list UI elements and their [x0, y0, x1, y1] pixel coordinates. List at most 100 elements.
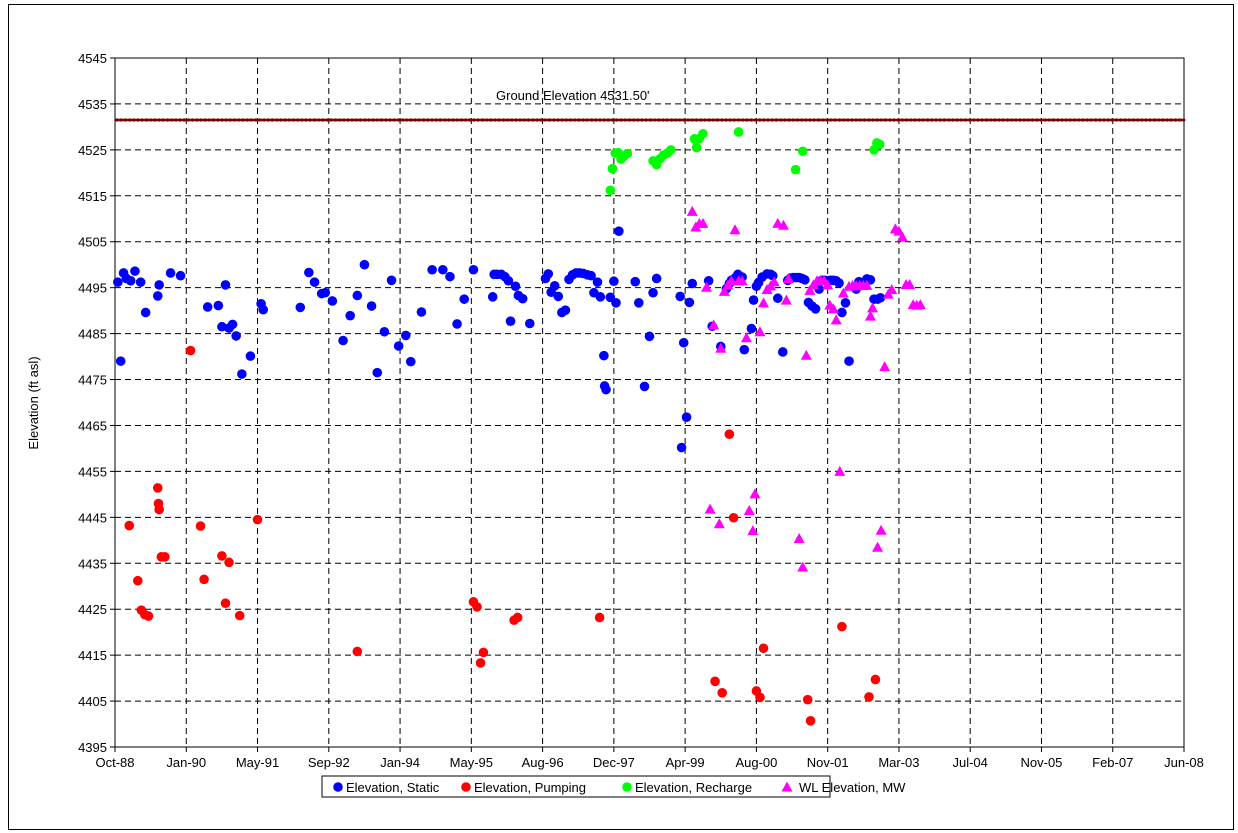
- ground-elevation-marker: [207, 118, 211, 122]
- elevation-static-point: [644, 331, 655, 342]
- elevation-recharge-point: [874, 139, 885, 150]
- ground-elevation-marker: [632, 118, 636, 122]
- ground-elevation-marker: [119, 118, 123, 122]
- ground-elevation-marker: [308, 118, 312, 122]
- ground-elevation-marker: [367, 118, 371, 122]
- ground-elevation-marker: [1001, 118, 1005, 122]
- ground-elevation-marker: [1157, 118, 1161, 122]
- ground-elevation-marker: [174, 118, 178, 122]
- ground-elevation-marker: [396, 118, 400, 122]
- ground-elevation-marker: [1098, 118, 1102, 122]
- elevation-pumping-point: [152, 483, 163, 493]
- legend-label-elevation-recharge: Elevation, Recharge: [635, 780, 752, 795]
- wl-elevation-mw-point: [704, 503, 716, 514]
- ground-elevation-marker: [640, 118, 644, 122]
- ground-elevation-marker: [795, 118, 800, 122]
- ground-elevation-marker: [325, 118, 329, 122]
- ground-elevation-marker: [195, 118, 199, 122]
- ground-elevation-marker: [447, 118, 451, 122]
- ground-elevation-marker: [573, 118, 577, 122]
- y-tick-label: 4435: [78, 556, 107, 571]
- elevation-pumping-point: [143, 611, 154, 621]
- elevation-static-point: [648, 287, 658, 298]
- ground-elevation-marker: [770, 118, 774, 122]
- ground-elevation-marker: [892, 118, 896, 122]
- ground-elevation-marker: [804, 118, 808, 122]
- ground-elevation-marker: [375, 118, 379, 122]
- ground-elevation-marker: [594, 118, 598, 122]
- ground-elevation-marker: [787, 118, 791, 122]
- x-tick-label: Mar-03: [878, 755, 919, 770]
- ground-elevation-marker: [737, 118, 741, 122]
- elevation-pumping-point: [805, 716, 816, 726]
- ground-elevation-marker: [405, 118, 409, 122]
- elevation-static-point: [366, 301, 377, 311]
- y-axis-title: Elevation (ft asl): [26, 356, 41, 449]
- elevation-static-point: [393, 341, 404, 351]
- elevation-static-point: [609, 276, 619, 287]
- elevation-static-point: [295, 302, 306, 313]
- ground-elevation-marker: [413, 118, 417, 122]
- elevation-static-point: [676, 442, 687, 453]
- ground-elevation-marker: [1102, 118, 1106, 122]
- ground-elevation-marker: [224, 118, 228, 122]
- wl-elevation-mw-point: [827, 303, 839, 314]
- x-tick-label: Jun-08: [1164, 755, 1204, 770]
- wl-elevation-mw-point: [777, 219, 789, 230]
- elevation-static-point: [630, 276, 641, 287]
- ground-elevation-marker: [1060, 118, 1064, 122]
- elevation-static-point: [405, 356, 416, 367]
- y-tick-label: 4485: [78, 327, 107, 342]
- ground-elevation-marker: [1169, 118, 1173, 122]
- x-tick-label: Dec-97: [593, 755, 635, 770]
- wl-elevation-mw-point: [904, 278, 916, 289]
- x-tick-label: Apr-99: [666, 755, 705, 770]
- ground-elevation-marker: [140, 118, 144, 122]
- ground-elevation-marker: [976, 118, 980, 122]
- ground-elevation-marker: [1094, 118, 1098, 122]
- ground-elevation-marker: [371, 118, 375, 122]
- ground-elevation-marker: [938, 118, 942, 122]
- ground-elevation-marker: [661, 118, 665, 122]
- ground-elevation-marker: [606, 118, 611, 122]
- ground-elevation-marker: [312, 118, 316, 122]
- ground-elevation-marker: [745, 118, 749, 122]
- ground-elevation-marker: [774, 118, 779, 122]
- wl-elevation-mw-point: [749, 488, 761, 499]
- ground-elevation-marker: [182, 118, 186, 122]
- plot-area: [114, 57, 1185, 748]
- elevation-static-point: [675, 291, 685, 302]
- elevation-static-point: [687, 278, 698, 289]
- ground-elevation-marker: [149, 118, 153, 122]
- ground-elevation-marker: [254, 118, 258, 122]
- ground-elevation-marker: [577, 118, 581, 122]
- ground-elevation-marker: [720, 118, 724, 122]
- ground-elevation-marker: [464, 118, 468, 122]
- ground-elevation-marker: [338, 118, 342, 122]
- legend-marker-elevation-recharge: [622, 782, 632, 792]
- elevation-static-point: [487, 292, 498, 302]
- ground-elevation-marker: [296, 118, 300, 122]
- ground-elevation-marker: [1043, 118, 1047, 122]
- ground-elevation-marker: [1173, 118, 1177, 122]
- ground-elevation-marker: [615, 118, 619, 122]
- elevation-pumping-point: [217, 551, 227, 561]
- ground-elevation-marker: [283, 118, 287, 122]
- elevation-static-point: [739, 344, 750, 355]
- ground-elevation-marker: [170, 118, 174, 122]
- ground-elevation-marker: [564, 118, 569, 122]
- ground-elevation-marker: [1140, 118, 1144, 122]
- elevation-static-point: [543, 269, 554, 279]
- gridlines: [110, 57, 1185, 752]
- elevation-recharge-point: [622, 148, 633, 159]
- elevation-static-point: [639, 381, 650, 392]
- ground-elevation-marker: [896, 118, 900, 122]
- ground-elevation-marker: [611, 118, 615, 122]
- ground-elevation-marker: [942, 118, 947, 122]
- ground-elevation-marker: [808, 118, 812, 122]
- ground-elevation-marker: [506, 118, 510, 122]
- ground-elevation-marker: [636, 118, 640, 122]
- elevation-static-point: [684, 297, 695, 308]
- ground-elevation-marker: [443, 118, 447, 122]
- elevation-static-point: [681, 412, 692, 422]
